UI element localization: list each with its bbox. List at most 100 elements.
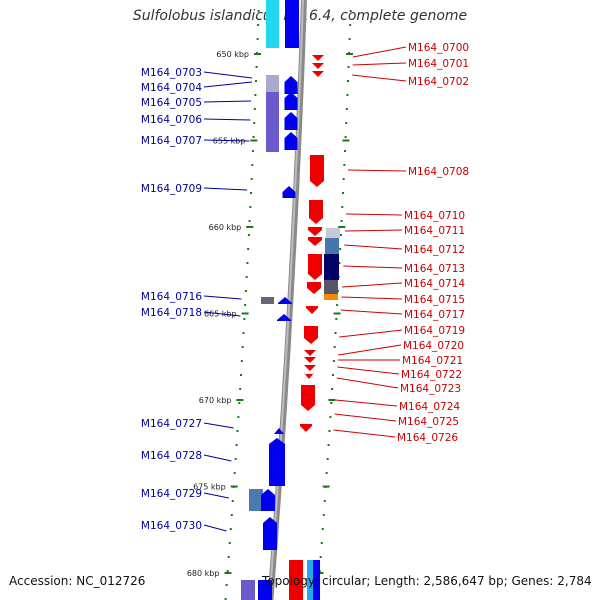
scale-tick-mark [254, 53, 262, 55]
track-dot [340, 220, 343, 222]
reverse-gene-arrow [308, 227, 322, 236]
reverse-gene-label: M164_0717 [404, 309, 465, 321]
scale-tick-mark [328, 399, 336, 401]
reverse-gene-arrow [310, 155, 324, 187]
reverse-gene-label: M164_0712 [404, 244, 465, 256]
forward-gene-label: M164_0707 [141, 135, 202, 147]
reverse-gene-leader [344, 244, 403, 250]
reverse-gene-label: M164_0724 [399, 401, 460, 413]
scale-tick-label: 675 kbp [193, 483, 226, 492]
track-dot [252, 136, 255, 138]
track-dot [236, 430, 239, 432]
track-dot [248, 220, 251, 222]
reverse-gene-label: M164_0720 [403, 340, 464, 352]
track-dot [247, 234, 250, 236]
track-dot [243, 318, 246, 320]
track-dot [336, 304, 339, 306]
track-dot [254, 94, 257, 96]
track-dot [325, 472, 328, 474]
scale-tick-label: 650 kbp [216, 50, 249, 59]
genome-backbone-highlight [268, 0, 304, 600]
track-dot [349, 10, 352, 12]
gene-block-red [289, 560, 303, 600]
track-dot [339, 248, 342, 250]
track-dot [331, 388, 334, 390]
forward-gene-arrow [284, 92, 298, 110]
track-dot [323, 500, 326, 502]
track-dot [344, 136, 347, 138]
forward-gene-leader [203, 71, 253, 79]
gene-block-blue [285, 0, 299, 48]
reverse-gene-label: M164_0723 [400, 383, 461, 395]
reverse-gene-leader [334, 413, 397, 422]
gene-block-blue [313, 560, 320, 600]
reverse-gene-arrow [304, 357, 316, 363]
forward-gene-label: M164_0718 [141, 307, 202, 319]
track-dot [348, 38, 351, 40]
scale-tick-mark [224, 572, 232, 574]
track-dot [341, 206, 344, 208]
reverse-gene-leader [348, 169, 407, 172]
forward-gene-leader [203, 454, 232, 462]
forward-gene-label: M164_0704 [141, 82, 202, 94]
forward-gene-leader [203, 100, 252, 103]
track-dot [329, 416, 332, 418]
forward-gene-label: M164_0729 [141, 488, 202, 500]
track-dot [250, 178, 253, 180]
reverse-gene-label: M164_0710 [404, 210, 465, 222]
forward-gene-arrow [282, 186, 296, 198]
track-dot [341, 192, 344, 194]
reverse-gene-leader [333, 429, 396, 438]
topology-label: Topology: circular; Length: 2,586,647 bp… [262, 574, 592, 588]
reverse-gene-label: M164_0702 [408, 76, 469, 88]
reverse-gene-leader [338, 344, 402, 356]
track-dot [254, 80, 257, 82]
track-dot [332, 374, 335, 376]
forward-gene-arrow [274, 428, 284, 434]
track-dot [327, 444, 330, 446]
track-dot [339, 234, 342, 236]
reverse-gene-leader [339, 329, 403, 338]
reverse-gene-arrow [301, 385, 315, 411]
track-dot [257, 10, 260, 12]
track-dot [239, 388, 242, 390]
track-dot [240, 360, 243, 362]
scale-tick-mark [250, 139, 258, 142]
track-dot [238, 402, 241, 404]
track-dot [233, 472, 236, 474]
reverse-gene-leader [345, 229, 403, 232]
reverse-gene-leader [335, 399, 398, 407]
forward-gene-label: M164_0709 [141, 183, 202, 195]
reverse-gene-label: M164_0722 [401, 369, 462, 381]
gene-block-cyan [266, 0, 279, 48]
gene-block-steel [249, 489, 263, 511]
gene-block-dark [324, 280, 338, 294]
track-dot [333, 346, 336, 348]
forward-gene-arrow [269, 438, 285, 486]
track-dot [230, 514, 233, 516]
scale-tick-mark [230, 485, 238, 488]
forward-gene-leader [203, 492, 229, 499]
track-dot [234, 458, 237, 460]
gene-block-purple [241, 580, 255, 600]
reverse-gene-arrow [304, 373, 314, 379]
reverse-gene-arrow [300, 424, 312, 432]
forward-gene-arrow [284, 132, 298, 150]
reverse-gene-label: M164_0715 [404, 294, 465, 306]
forward-gene-label: M164_0716 [141, 291, 202, 303]
reverse-gene-label: M164_0701 [408, 58, 469, 70]
scale-tick-label: 680 kbp [187, 569, 220, 578]
forward-gene-label: M164_0706 [141, 114, 202, 126]
reverse-gene-label: M164_0721 [402, 355, 463, 367]
scale-tick-mark [241, 312, 249, 315]
track-dot [231, 500, 234, 502]
track-dot [251, 150, 254, 152]
scale-tick-mark [322, 485, 330, 488]
forward-gene-leader [203, 81, 252, 88]
gene-block-purple [266, 75, 279, 152]
reverse-gene-leader [340, 309, 403, 315]
track-dot [345, 122, 348, 124]
scale-tick-mark [346, 53, 354, 55]
track-dot [328, 430, 331, 432]
